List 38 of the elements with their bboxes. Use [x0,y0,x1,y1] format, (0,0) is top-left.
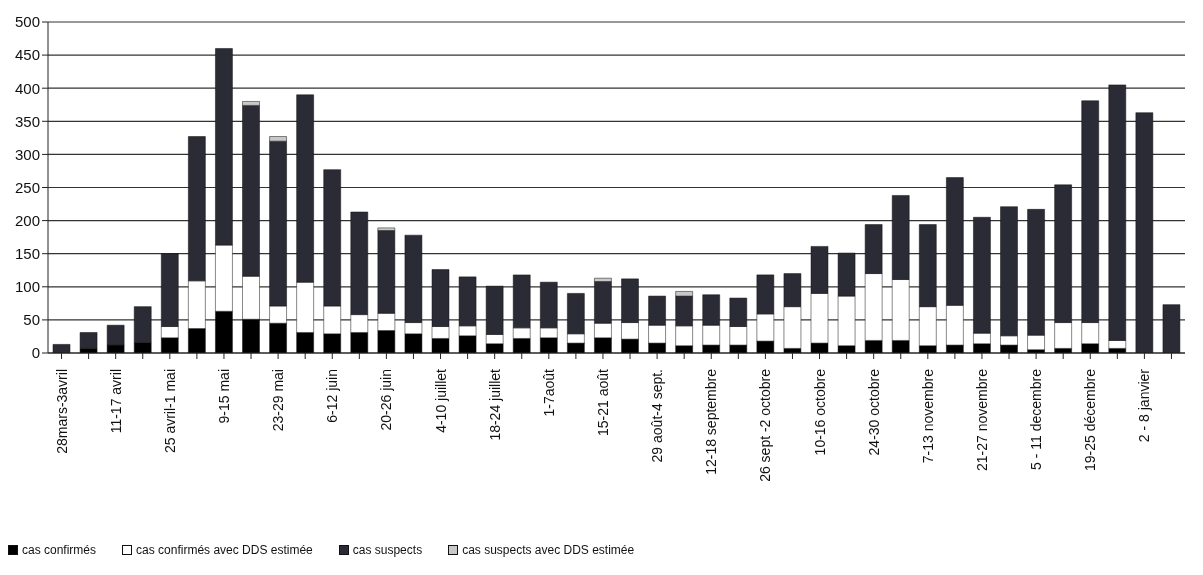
x-tick-label: 29 août-4 sept. [649,369,666,463]
legend-label: cas confirmés [22,543,97,557]
x-tick-label: 4-10 juillet [432,368,449,433]
y-tick-label: 0 [31,344,40,362]
legend-label: cas confirmés avec DDS estimée [136,543,313,557]
y-tick-label: 100 [14,278,40,296]
x-tick-label: 7-13 novembre [919,368,936,464]
y-tick-label: 300 [14,145,40,163]
bar [52,344,71,353]
x-tick-label: 24-30 octobre [865,368,882,456]
x-tick-label: 20-26 juin [378,369,395,431]
legend-label: cas suspects [352,543,423,557]
x-tick-label: 12-18 septembre [703,368,720,475]
x-tick-label: 25 avril-1 mai [161,369,178,454]
x-tick-label: 5 - 11 decembre [1028,368,1045,470]
y-tick-label: 450 [14,46,40,64]
y-tick-label: 500 [14,13,40,31]
legend-label: cas suspects avec DDS estimée [462,543,635,557]
x-tick-label: 19-25 décembre [1082,368,1099,471]
y-tick-label: 350 [14,112,40,130]
x-tick-label: 1-7août [540,368,557,417]
x-tick-label: 2 - 8 janvier [1136,368,1153,443]
y-tick-label: 150 [14,245,40,263]
x-tick-label: 21-27 novembre [973,368,990,471]
y-tick-label: 400 [14,79,40,97]
y-tick-label: 50 [23,311,40,329]
bar [79,332,98,349]
x-tick-label: 6-12 juin [324,369,341,423]
x-tick-label: 9-15 mai [215,369,232,424]
y-tick-label: 200 [14,211,40,229]
x-tick-label: 18-24 juillet [486,368,503,441]
x-tick-label: 10-16 octobre [811,368,828,456]
x-tick-label: 28mars-3avril [53,369,70,454]
y-tick-label: 250 [14,178,40,196]
x-tick-label: 15-21 août [594,368,611,436]
x-tick-label: 26 sept -2 octobre [757,368,774,482]
x-tick-label: 23-29 mai [270,369,287,432]
x-tick-label: 11-17 avril [107,369,124,434]
